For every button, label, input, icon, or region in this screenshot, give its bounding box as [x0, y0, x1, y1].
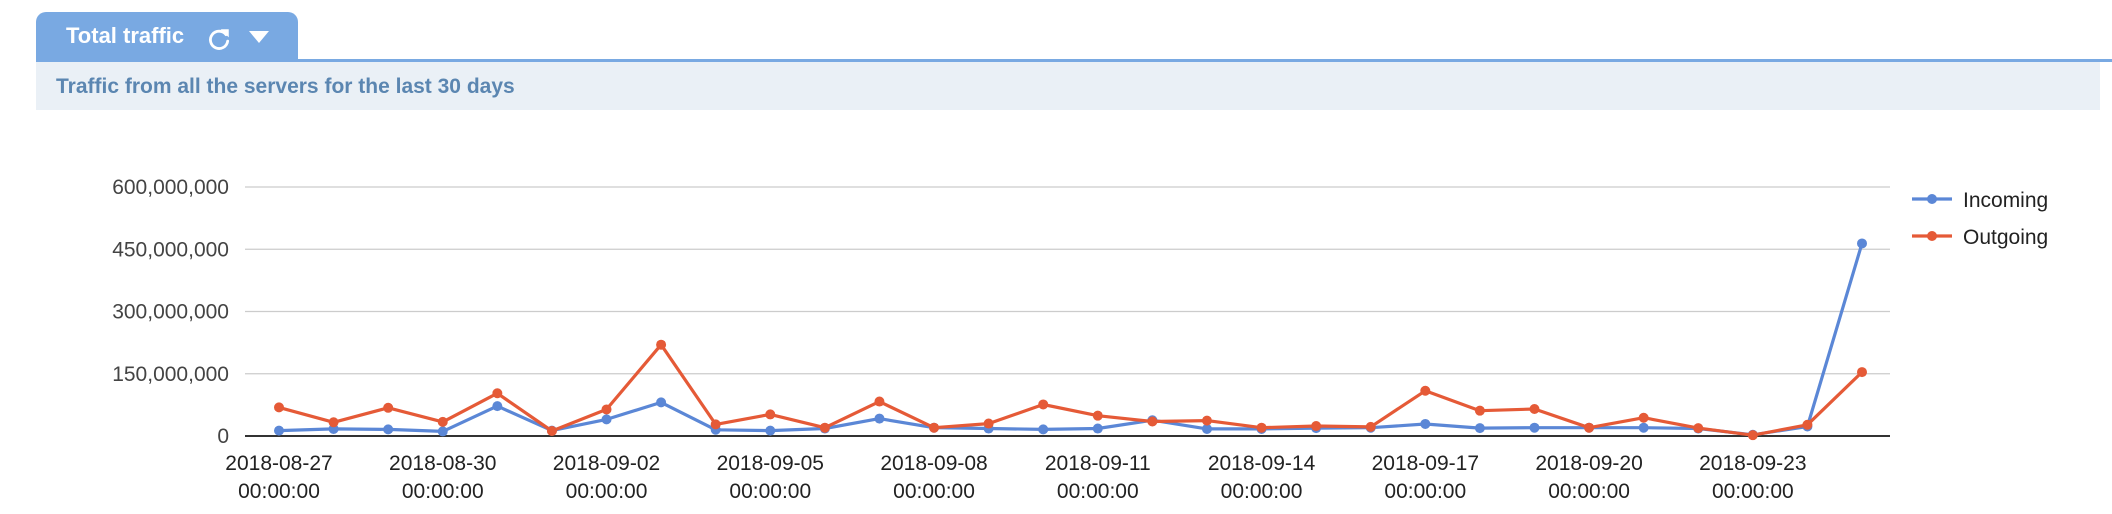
data-point-outgoing [1857, 367, 1867, 378]
x-tick-label: 2018-08-30 [389, 452, 496, 475]
tab-underline [36, 59, 2112, 62]
data-point-outgoing [1092, 410, 1103, 421]
data-point-outgoing [1311, 421, 1322, 432]
data-point-outgoing [1638, 412, 1649, 423]
data-point-outgoing [546, 426, 557, 437]
subtitle-bar: Traffic from all the servers for the las… [36, 62, 2100, 110]
data-point-outgoing [1529, 404, 1540, 415]
x-tick-label: 2018-09-17 [1372, 452, 1479, 475]
data-point-outgoing [1147, 416, 1158, 427]
data-point-incoming [437, 426, 448, 437]
data-point-outgoing [983, 418, 994, 429]
data-point-incoming [1201, 423, 1212, 434]
x-tick-label: 2018-09-02 [553, 452, 660, 475]
data-point-outgoing [1365, 421, 1376, 432]
x-tick-label: 2018-09-23 [1699, 452, 1806, 475]
x-tick-label: 00:00:00 [1221, 480, 1303, 503]
x-tick-label: 00:00:00 [402, 480, 484, 503]
data-point-outgoing [1420, 385, 1431, 396]
data-point-incoming [1529, 422, 1540, 433]
data-point-outgoing [929, 422, 940, 433]
y-tick-label: 0 [217, 425, 229, 448]
data-point-incoming [492, 401, 503, 412]
data-point-outgoing [1201, 415, 1212, 426]
data-point-outgoing [710, 419, 721, 430]
y-tick-label: 600,000,000 [112, 176, 229, 199]
data-point-outgoing [1584, 422, 1595, 433]
refresh-icon[interactable] [206, 26, 232, 52]
data-point-outgoing [656, 339, 667, 350]
x-tick-label: 00:00:00 [1712, 480, 1794, 503]
data-point-incoming [1092, 423, 1103, 434]
data-point-incoming [274, 425, 284, 436]
x-tick-label: 00:00:00 [566, 480, 648, 503]
x-tick-label: 2018-09-05 [717, 452, 824, 475]
data-point-outgoing [1038, 399, 1049, 410]
data-point-outgoing [492, 388, 503, 399]
x-tick-label: 00:00:00 [1548, 480, 1630, 503]
legend-label-incoming: Incoming [1963, 189, 2048, 212]
data-point-outgoing [601, 404, 612, 415]
y-tick-label: 150,000,000 [112, 363, 229, 386]
tab-total-traffic[interactable]: Total traffic [36, 12, 298, 60]
x-tick-label: 00:00:00 [1384, 480, 1466, 503]
data-point-incoming [1474, 423, 1485, 434]
data-point-incoming [874, 413, 885, 424]
x-tick-label: 2018-09-14 [1208, 452, 1316, 475]
x-tick-label: 00:00:00 [893, 480, 975, 503]
data-point-incoming [1638, 422, 1649, 433]
x-tick-label: 2018-08-27 [225, 452, 332, 475]
data-point-outgoing [383, 402, 394, 413]
legend-swatch-dot-incoming [1927, 194, 1937, 204]
data-point-outgoing [328, 417, 339, 428]
caret-down-icon[interactable] [248, 29, 270, 45]
data-point-incoming [765, 425, 776, 436]
data-point-outgoing [274, 402, 284, 413]
y-tick-label: 300,000,000 [112, 301, 229, 324]
tab-title: Total traffic [66, 23, 185, 48]
data-point-outgoing [1693, 423, 1704, 434]
legend-swatch-dot-outgoing [1927, 231, 1937, 241]
data-point-incoming [601, 414, 612, 425]
data-point-outgoing [874, 396, 885, 407]
subtitle: Traffic from all the servers for the las… [56, 75, 515, 98]
data-point-incoming [656, 397, 667, 408]
x-tick-label: 2018-09-20 [1535, 452, 1642, 475]
series-line-outgoing [278, 343, 1864, 437]
x-tick-label: 00:00:00 [729, 480, 811, 503]
data-point-outgoing [765, 409, 776, 420]
y-tick-label: 450,000,000 [112, 238, 229, 261]
data-point-outgoing [1474, 405, 1485, 416]
data-point-incoming [1038, 424, 1049, 435]
x-tick-label: 2018-09-08 [880, 452, 987, 475]
x-tick-label: 00:00:00 [238, 480, 320, 503]
data-point-outgoing [819, 422, 830, 433]
data-point-outgoing [1802, 419, 1813, 430]
data-point-incoming [1420, 418, 1431, 429]
legend-label-outgoing: Outgoing [1963, 226, 2048, 249]
data-point-outgoing [437, 416, 448, 427]
x-tick-label: 00:00:00 [1057, 480, 1139, 503]
traffic-line-chart: 0 150,000,000 300,000,000 450,000,000 600,00… [112, 176, 2048, 503]
x-tick-label: 2018-09-11 [1045, 452, 1151, 475]
data-point-incoming [1857, 238, 1867, 249]
data-point-incoming [383, 424, 394, 435]
data-point-outgoing [1256, 422, 1267, 433]
data-point-outgoing [1747, 430, 1758, 441]
